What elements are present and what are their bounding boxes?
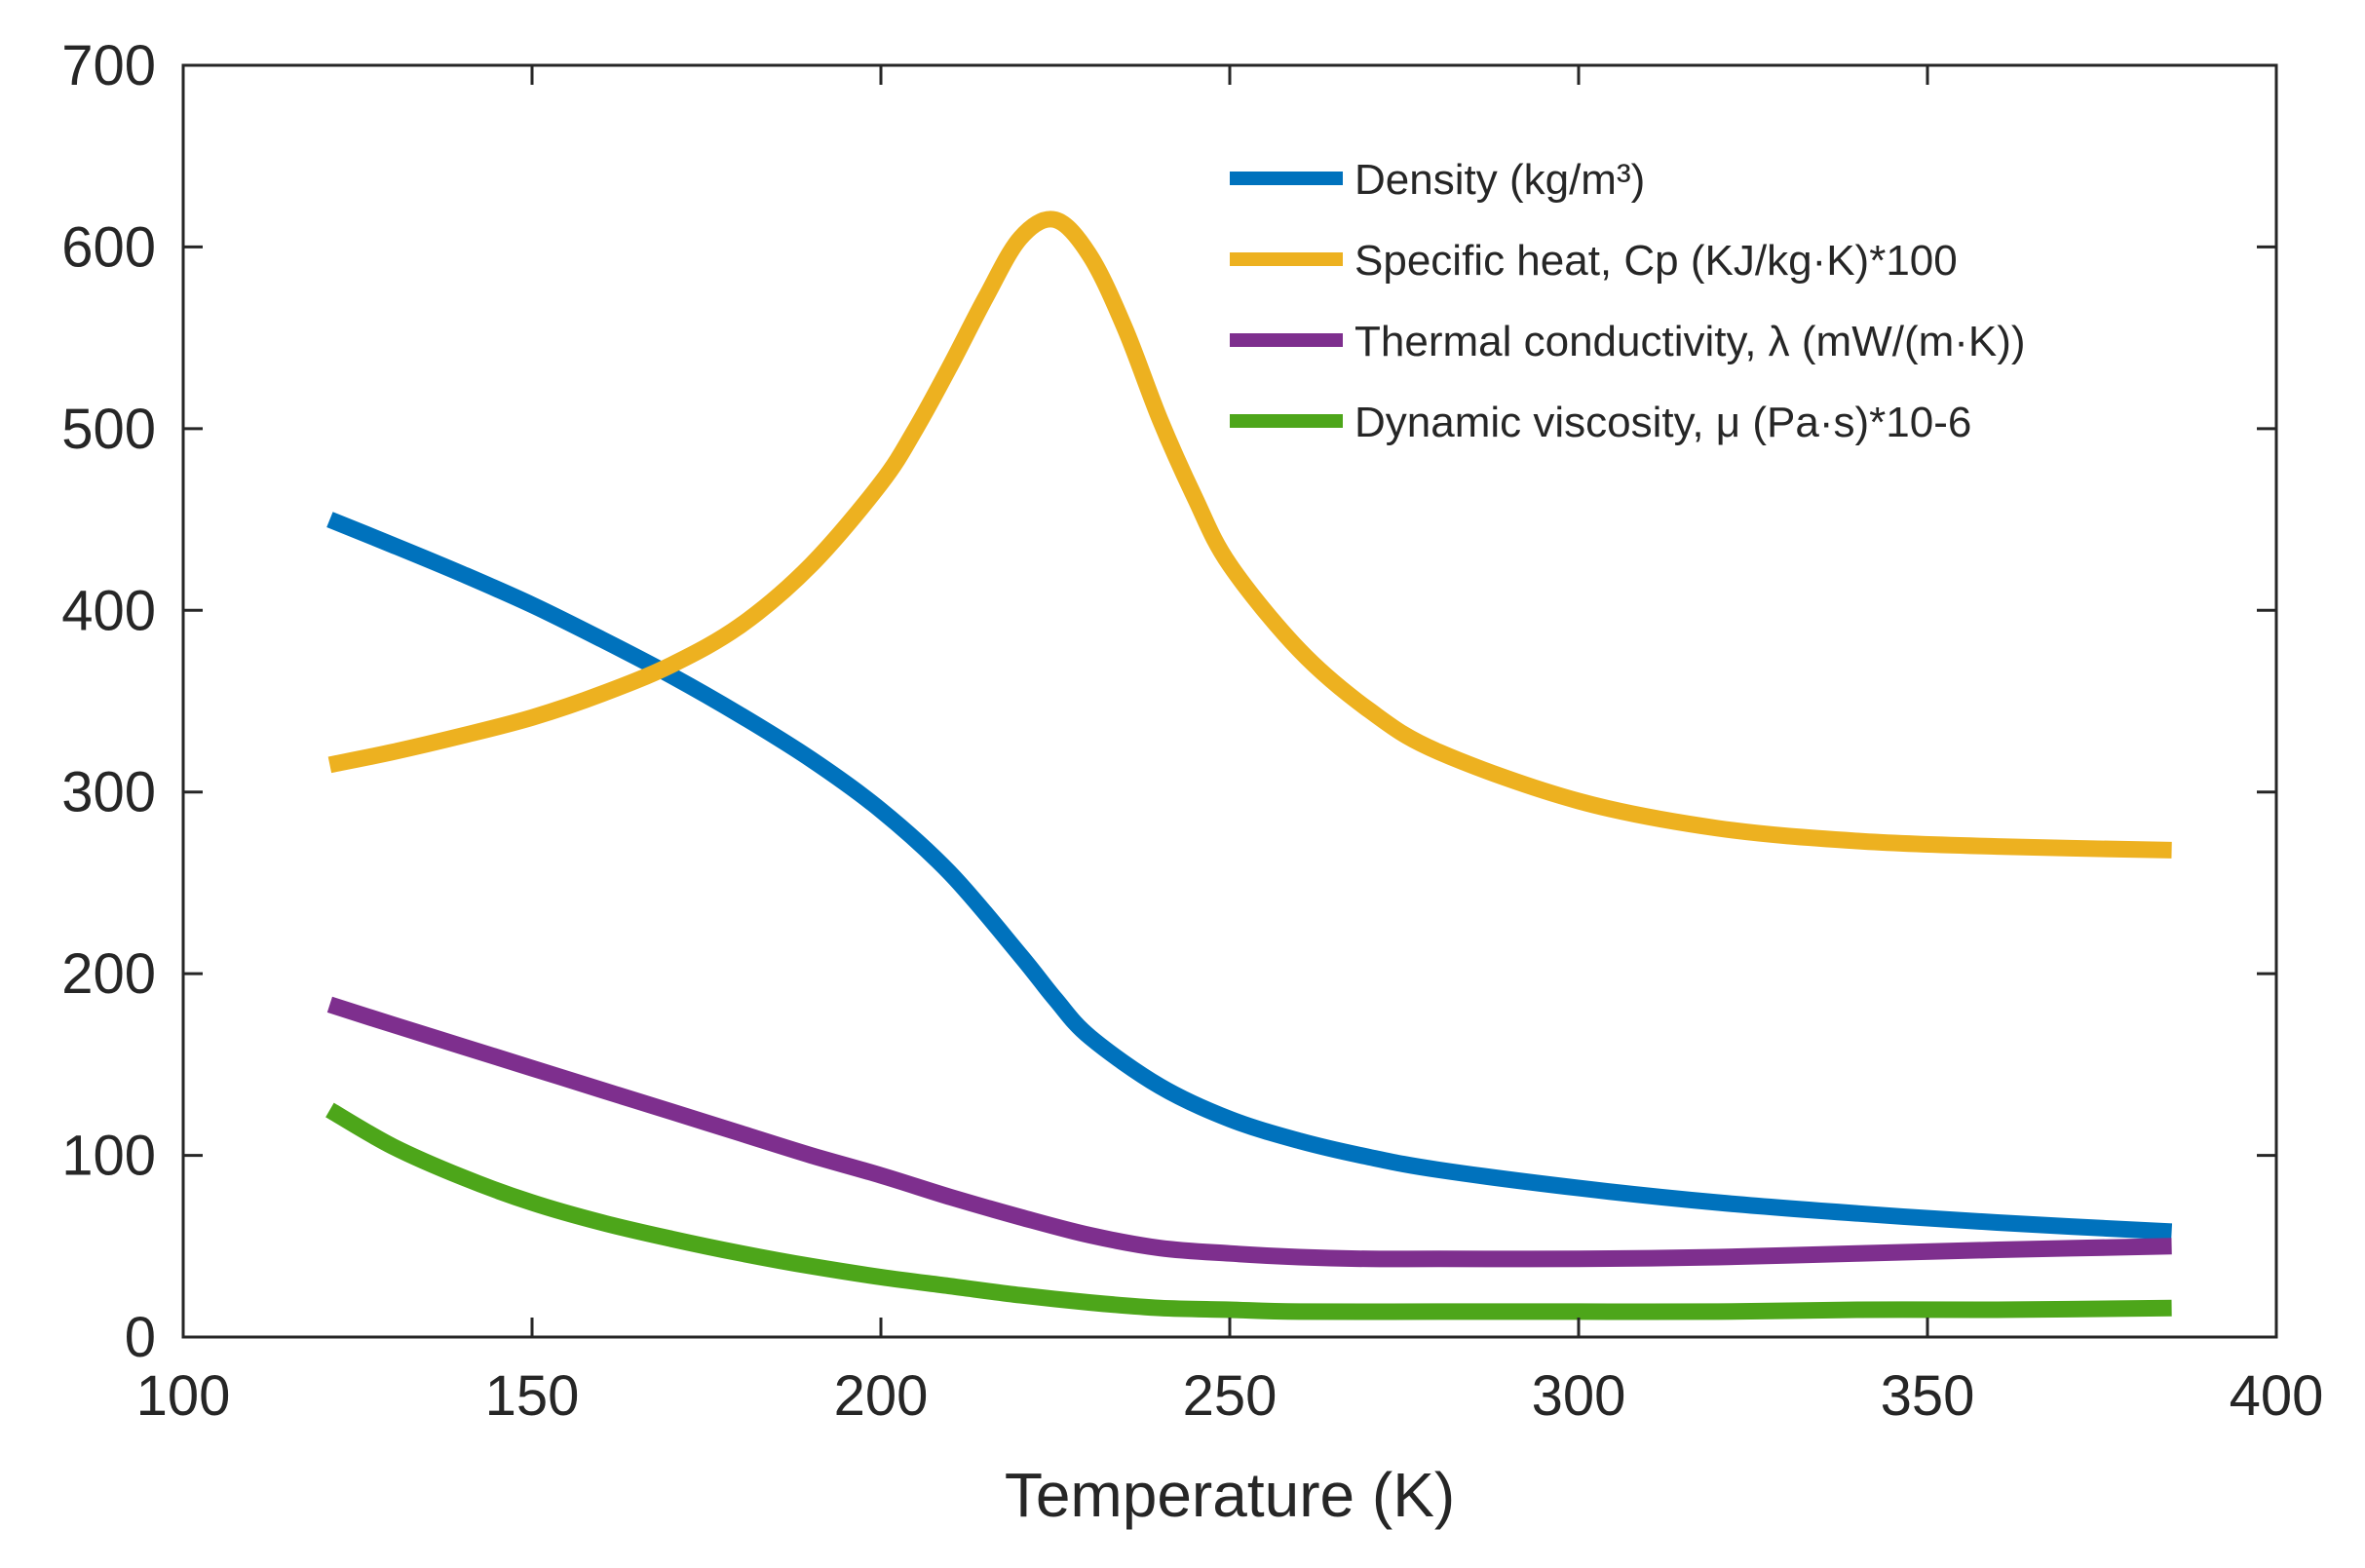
ticks-layer: 100 150 200 250 300 350 4000100200300400500600… — [61, 34, 2323, 1428]
y-tick-label: 400 — [61, 579, 156, 642]
x-tick-label: 400 — [2230, 1364, 2324, 1428]
x-tick-label: 350 — [1881, 1364, 1975, 1428]
legend-label-density: Density (kg/m³) — [1354, 156, 1645, 204]
series-layer — [325, 210, 2173, 1320]
y-tick-label: 700 — [61, 34, 156, 97]
series-line-thermal-conductivity — [326, 996, 2172, 1268]
x-tick-label: 250 — [1183, 1364, 1278, 1428]
y-tick-label: 500 — [61, 398, 156, 461]
x-tick-label: 200 — [834, 1364, 929, 1428]
y-tick-label: 100 — [61, 1125, 156, 1188]
x-tick-label: 300 — [1532, 1364, 1626, 1428]
series-line-dynamic-viscosity — [325, 1102, 2172, 1320]
x-tick-label: 150 — [485, 1364, 580, 1428]
series-line-specific-heat — [327, 210, 2172, 859]
series-line-density — [326, 512, 2173, 1241]
y-tick-label: 200 — [61, 942, 156, 1006]
y-tick-label: 300 — [61, 761, 156, 824]
y-tick-label: 600 — [61, 215, 156, 279]
x-tick-label: 100 — [136, 1364, 231, 1428]
legend-label-dynamic-viscosity: Dynamic viscosity, μ (Pa·s)*10-6 — [1354, 399, 1971, 446]
x-axis-title: Temperature (K) — [1005, 1460, 1455, 1530]
legend-label-specific-heat: Specific heat, Cp (KJ/kg·K)*100 — [1354, 237, 1958, 285]
legend-label-thermal-conductivity: Thermal conductivity, λ (mW/(m·K)) — [1354, 318, 2026, 365]
legend: Density (kg/m³) Specific heat, Cp (KJ/kg·… — [1230, 156, 2026, 446]
y-tick-label: 0 — [125, 1306, 156, 1369]
